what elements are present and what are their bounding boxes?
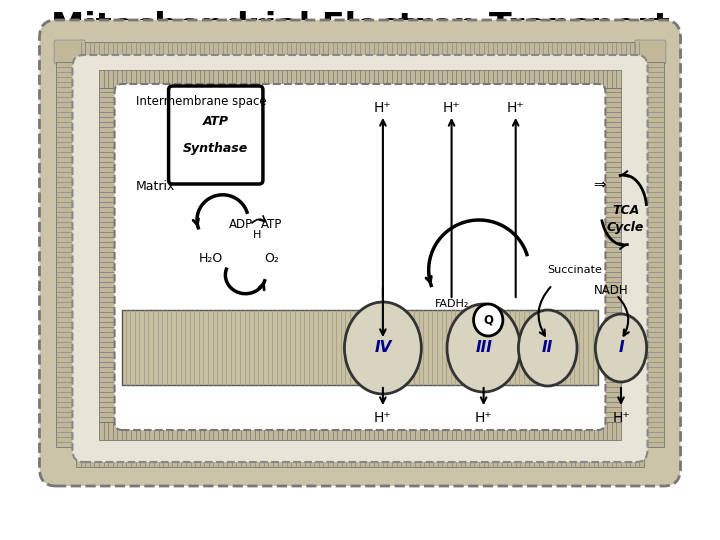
Text: H: H xyxy=(253,230,261,240)
Text: I: I xyxy=(618,341,624,355)
Text: H⁺: H⁺ xyxy=(374,101,392,115)
FancyBboxPatch shape xyxy=(168,86,263,184)
FancyBboxPatch shape xyxy=(54,40,85,64)
Circle shape xyxy=(474,304,503,336)
Text: H⁺: H⁺ xyxy=(374,411,392,425)
FancyBboxPatch shape xyxy=(114,84,606,430)
Text: IV: IV xyxy=(374,341,392,355)
Text: Succinate: Succinate xyxy=(548,265,603,275)
FancyBboxPatch shape xyxy=(635,40,666,64)
Ellipse shape xyxy=(518,310,577,386)
Text: II: II xyxy=(542,341,554,355)
Text: III: III xyxy=(475,341,492,355)
Ellipse shape xyxy=(447,304,521,392)
Text: Q: Q xyxy=(483,314,493,327)
Text: O₂: O₂ xyxy=(264,252,279,265)
Bar xyxy=(99,88,117,422)
Ellipse shape xyxy=(344,302,421,394)
Text: ATP: ATP xyxy=(261,219,282,232)
Text: NADH: NADH xyxy=(593,284,628,296)
Bar xyxy=(99,422,621,440)
Bar xyxy=(76,42,644,62)
Text: H⁺: H⁺ xyxy=(474,411,492,425)
FancyBboxPatch shape xyxy=(73,55,647,462)
Bar xyxy=(603,88,621,422)
Text: ATP: ATP xyxy=(203,115,229,128)
Text: FADH₂: FADH₂ xyxy=(434,299,469,309)
Bar xyxy=(99,70,621,88)
Text: H⁺: H⁺ xyxy=(507,101,524,115)
Text: Mitochondrial Electron Transport: Mitochondrial Electron Transport xyxy=(50,11,670,44)
Bar xyxy=(122,310,598,385)
Text: Matrix: Matrix xyxy=(135,179,175,192)
Text: TCA: TCA xyxy=(612,204,639,217)
Bar xyxy=(56,62,78,447)
Text: H⁺: H⁺ xyxy=(612,411,630,425)
Text: ADP: ADP xyxy=(229,219,253,232)
Bar xyxy=(76,447,644,467)
Text: Intermembrane space: Intermembrane space xyxy=(135,96,266,109)
FancyBboxPatch shape xyxy=(40,20,680,486)
Text: H⁺: H⁺ xyxy=(443,101,460,115)
Bar xyxy=(642,62,664,447)
Text: Synthase: Synthase xyxy=(183,142,248,155)
Text: Cycle: Cycle xyxy=(607,221,644,234)
Text: H₂O: H₂O xyxy=(199,252,222,265)
Text: ⇒: ⇒ xyxy=(593,178,606,192)
Ellipse shape xyxy=(595,314,647,382)
